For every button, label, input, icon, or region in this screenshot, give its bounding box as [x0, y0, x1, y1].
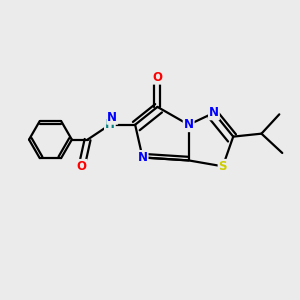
Text: O: O — [76, 160, 87, 173]
Text: N: N — [209, 106, 219, 119]
Text: N: N — [107, 111, 117, 124]
Text: S: S — [219, 160, 227, 173]
Text: O: O — [152, 71, 162, 84]
Text: N: N — [138, 151, 148, 164]
Text: N: N — [184, 118, 194, 131]
Text: H: H — [105, 118, 115, 131]
